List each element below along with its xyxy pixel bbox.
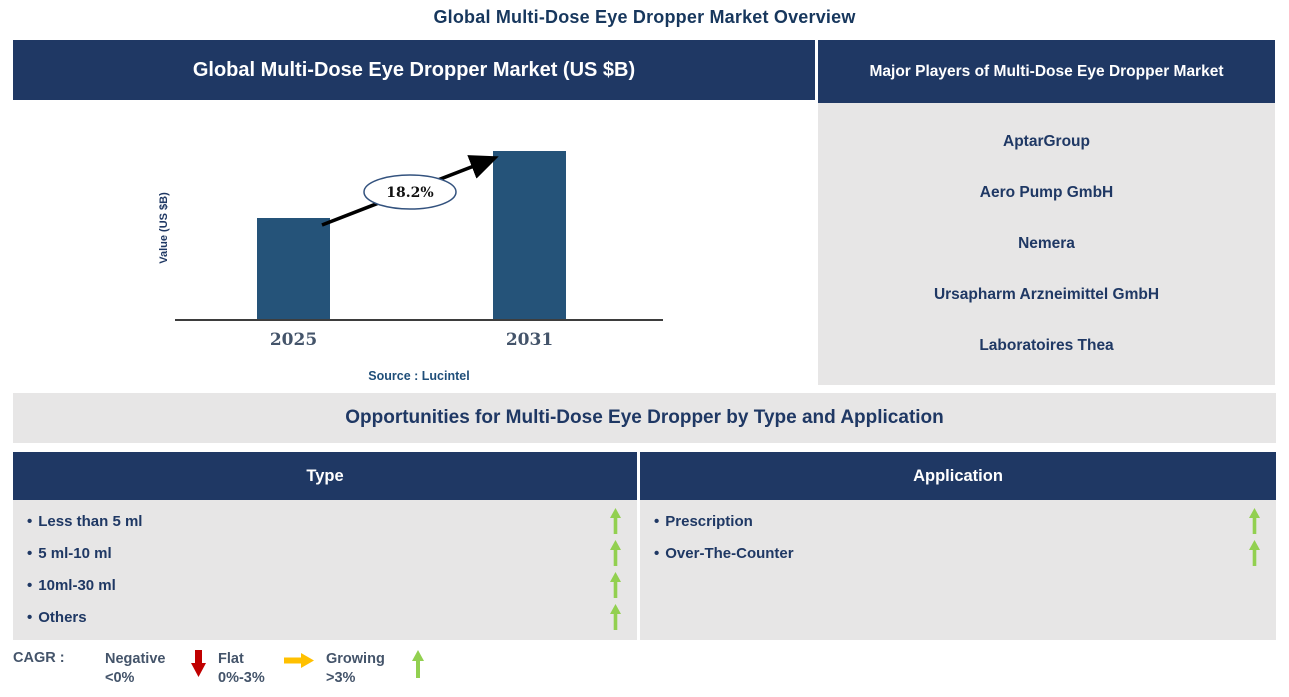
chart-section-header-label: Global Multi-Dose Eye Dropper Market (US… [192, 58, 636, 81]
application-item-label: • Prescription [654, 512, 753, 530]
players-section-header-label: Major Players of Multi-Dose Eye Dropper … [869, 62, 1224, 80]
type-item-label: • 5 ml-10 ml [27, 544, 112, 562]
type-list: • Less than 5 ml • 5 ml-10 ml • 10ml-30 ml … [13, 500, 637, 640]
players-panel: AptarGroup Aero Pump GmbH Nemera Ursapha… [818, 103, 1275, 385]
x-tick-2025: 2025 [269, 330, 318, 350]
type-item-label: • Others [27, 608, 87, 626]
legend-entry-negative: Negative <0% [105, 650, 218, 688]
opportunities-header: Opportunities for Multi-Dose Eye Dropper… [13, 393, 1276, 443]
application-column-header-label: Application [913, 466, 1003, 485]
bullet: • [27, 512, 33, 530]
legend-title: CAGR : [13, 650, 65, 666]
player-name: Aero Pump GmbH [979, 184, 1114, 202]
up-arrow-icon [1249, 508, 1260, 534]
x-tick-2031: 2031 [505, 330, 554, 350]
bullet: • [27, 576, 33, 594]
bullet: • [654, 512, 660, 530]
type-item-label: • Less than 5 ml [27, 512, 143, 530]
opportunities-header-label: Opportunities for Multi-Dose Eye Dropper… [345, 407, 944, 428]
players-section-header: Major Players of Multi-Dose Eye Dropper … [818, 40, 1275, 103]
right-arrow-icon [284, 653, 314, 673]
cagr-legend: CAGR : Negative <0% Flat 0%-3% Growing >… [13, 650, 436, 688]
up-arrow-icon [1249, 540, 1260, 566]
chart-section-header: Global Multi-Dose Eye Dropper Market (US… [13, 40, 815, 100]
type-item-label: • 10ml-30 ml [27, 576, 116, 594]
player-name: Laboratoires Thea [979, 336, 1114, 354]
player-name: AptarGroup [1003, 133, 1090, 151]
source-caption: Source : Lucintel [368, 369, 470, 383]
legend-entry-text: Growing >3% [326, 651, 385, 686]
list-item: • Over-The-Counter [640, 537, 1276, 569]
application-item-label: • Over-The-Counter [654, 544, 794, 562]
type-column-header: Type [13, 452, 637, 500]
legend-entry-growing: Growing >3% [326, 650, 436, 688]
page-title: Global Multi-Dose Eye Dropper Market Ove… [433, 7, 856, 27]
growth-ellipse [363, 174, 457, 210]
list-item: • Prescription [640, 505, 1276, 537]
down-arrow-icon [191, 650, 206, 682]
bullet: • [654, 544, 660, 562]
y-axis-label: Value (US $B) [158, 192, 170, 264]
bar-chart-plot: 18.2% [175, 130, 663, 321]
list-item: • Others [13, 601, 637, 633]
up-arrow-icon [412, 650, 424, 683]
up-arrow-icon [610, 540, 621, 566]
bullet: • [27, 544, 33, 562]
application-list: • Prescription • Over-The-Counter [640, 500, 1276, 640]
growth-label: 18.2% [386, 185, 433, 201]
up-arrow-icon [610, 572, 621, 598]
growth-annotation: 18.2% [321, 155, 499, 227]
up-arrow-icon [610, 604, 621, 630]
player-name: Nemera [1018, 234, 1075, 252]
up-arrow-icon [610, 508, 621, 534]
type-column-header-label: Type [306, 466, 344, 485]
list-item: • 5 ml-10 ml [13, 537, 637, 569]
bullet: • [27, 608, 33, 626]
bar-2031 [493, 151, 566, 319]
bar-2025 [257, 218, 330, 319]
application-column-header: Application [640, 452, 1276, 500]
player-name: Ursapharm Arzneimittel GmbH [933, 285, 1160, 303]
legend-entry-text: Flat 0%-3% [218, 651, 265, 686]
legend-entry-flat: Flat 0%-3% [218, 650, 326, 688]
list-item: • 10ml-30 ml [13, 569, 637, 601]
list-item: • Less than 5 ml [13, 505, 637, 537]
legend-entry-text: Negative <0% [105, 651, 166, 686]
